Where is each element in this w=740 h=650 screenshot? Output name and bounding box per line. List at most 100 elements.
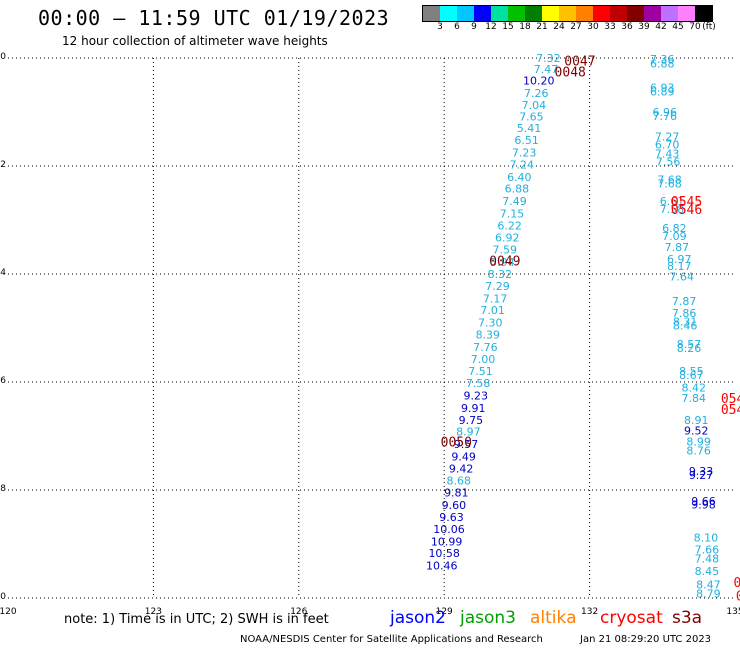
longitude-tick-label: 129 bbox=[436, 607, 453, 617]
latitude-tick-label: -44 bbox=[0, 268, 6, 278]
wave-height-value: 10.06 bbox=[433, 523, 465, 536]
wave-height-value: 8.97 bbox=[456, 426, 481, 439]
wave-height-value: 7.56 bbox=[656, 156, 681, 169]
wave-height-value: 9.23 bbox=[463, 390, 488, 403]
color-swatch bbox=[542, 6, 559, 21]
wave-height-value: 7.59 bbox=[493, 244, 518, 257]
legend-jason2: jason2 bbox=[390, 608, 446, 628]
wave-height-value: 6.96 bbox=[652, 106, 677, 119]
wave-height-value: 7.00 bbox=[471, 353, 496, 366]
color-swatch bbox=[627, 6, 644, 21]
legend-jason3: jason3 bbox=[460, 608, 516, 628]
wave-height-value: 7.04 bbox=[522, 99, 547, 112]
longitude-tick-label: 126 bbox=[290, 607, 307, 617]
wave-height-value: 8.55 bbox=[679, 365, 704, 378]
color-swatch bbox=[491, 6, 508, 21]
wave-height-value: 8.39 bbox=[476, 328, 501, 341]
wave-height-value: 8.47 bbox=[696, 579, 721, 592]
color-scale-tick: 33 bbox=[604, 22, 616, 32]
map-subtitle: 12 hour collection of altimeter wave hei… bbox=[62, 34, 328, 48]
wave-height-value: 9.52 bbox=[684, 425, 709, 438]
wave-height-value: 8.67 bbox=[679, 369, 704, 382]
wave-height-value: 5.41 bbox=[517, 122, 542, 135]
wave-height-value: 8.79 bbox=[696, 588, 721, 601]
wave-height-value: 6.97 bbox=[667, 253, 692, 266]
color-swatch bbox=[661, 6, 678, 21]
wave-height-value: 6.89 bbox=[650, 85, 675, 98]
wave-height-value: 8.68 bbox=[446, 474, 471, 487]
color-scale-tick: 6 bbox=[454, 22, 460, 32]
wave-height-value: 7.68 bbox=[657, 177, 682, 190]
pass-time-label: 054 bbox=[721, 392, 740, 407]
pass-time-label: 0 bbox=[736, 589, 740, 604]
footer-note: note: 1) Time is in UTC; 2) SWH is in fe… bbox=[64, 612, 329, 627]
wave-height-value: 7.66 bbox=[695, 543, 720, 556]
wave-height-value: 8.42 bbox=[682, 381, 707, 394]
color-scale-tick: 27 bbox=[570, 22, 582, 32]
legend-s3a: s3a bbox=[672, 608, 703, 628]
wave-height-value: 7.24 bbox=[509, 158, 534, 171]
wave-height-value: 6.40 bbox=[507, 171, 532, 184]
wave-height-value: 7.64 bbox=[669, 271, 694, 284]
color-scale-tick: 21 bbox=[536, 22, 548, 32]
wave-height-value: 8.91 bbox=[684, 414, 709, 427]
wave-height-value: 7.17 bbox=[483, 292, 508, 305]
color-scale-tick: 3 bbox=[437, 22, 443, 32]
wave-height-value: 6.82 bbox=[662, 222, 687, 235]
color-swatch bbox=[559, 6, 576, 21]
pass-time-label: 0 bbox=[734, 576, 740, 591]
color-swatch bbox=[593, 6, 610, 21]
wave-height-value: 7.76 bbox=[473, 341, 498, 354]
wave-height-value: 7.49 bbox=[502, 195, 527, 208]
pass-time-label: 054 bbox=[721, 403, 740, 418]
latitude-tick-label: -48 bbox=[0, 484, 6, 494]
pass-time-label: 0545 bbox=[671, 195, 702, 210]
color-swatch bbox=[610, 6, 627, 21]
wave-height-value: 7.58 bbox=[466, 377, 491, 390]
wave-height-value: 7.27 bbox=[655, 130, 680, 143]
wave-height-value: 10.20 bbox=[523, 75, 555, 88]
wave-height-value: 7.43 bbox=[655, 148, 680, 161]
color-swatch bbox=[508, 6, 525, 21]
color-scale-tick: 18 bbox=[519, 22, 531, 32]
wave-height-value: 9.49 bbox=[451, 451, 476, 464]
wave-height-value: 7.09 bbox=[662, 230, 687, 243]
latitude-tick-label: -46 bbox=[0, 376, 6, 386]
longitude-tick-label: 120 bbox=[0, 607, 17, 617]
longitude-tick-label: 132 bbox=[581, 607, 598, 617]
wave-height-value: 8.32 bbox=[488, 268, 513, 281]
wave-height-value: 7.51 bbox=[468, 365, 493, 378]
generated-timestamp: Jan 21 08:29:20 UTC 2023 bbox=[580, 634, 712, 645]
wave-height-value: 6.92 bbox=[495, 231, 520, 244]
wave-height-value: 7.29 bbox=[485, 280, 510, 293]
wave-height-value: 8.57 bbox=[677, 338, 702, 351]
wave-height-value: 8.31 bbox=[673, 316, 698, 329]
pass-time-label: 0546 bbox=[671, 203, 702, 218]
wave-height-value: 7.86 bbox=[672, 307, 697, 320]
color-swatch bbox=[695, 6, 712, 21]
color-scale-tick: 30 bbox=[587, 22, 599, 32]
color-scale-tick: 15 bbox=[502, 22, 514, 32]
credit-text: NOAA/NESDIS Center for Satellite Applica… bbox=[240, 634, 543, 645]
map-grid bbox=[8, 57, 735, 599]
wave-height-value: 7.47 bbox=[534, 63, 559, 76]
color-scale-tick: 39 bbox=[638, 22, 650, 32]
wave-height-value: 7.48 bbox=[695, 553, 720, 566]
color-scale-tick: 70 bbox=[689, 22, 701, 32]
wave-height-value: 6.93 bbox=[650, 82, 675, 95]
legend-altika: altika bbox=[530, 608, 577, 628]
color-swatch bbox=[440, 6, 457, 21]
longitude-tick-label: 123 bbox=[145, 607, 162, 617]
wave-height-value: 8.26 bbox=[677, 342, 702, 355]
color-swatch bbox=[525, 6, 542, 21]
wave-height-value: 7.87 bbox=[665, 241, 690, 254]
wave-height-value: 9.75 bbox=[459, 414, 484, 427]
color-swatch bbox=[644, 6, 661, 21]
longitude-tick-label: 135 bbox=[726, 607, 740, 617]
wave-height-value: 6.51 bbox=[514, 134, 539, 147]
wave-height-value: 7.76 bbox=[652, 110, 677, 123]
wave-height-value: 9.81 bbox=[444, 487, 469, 500]
wave-height-value: 9.91 bbox=[461, 402, 486, 415]
wave-height-value: 7.23 bbox=[512, 147, 537, 160]
